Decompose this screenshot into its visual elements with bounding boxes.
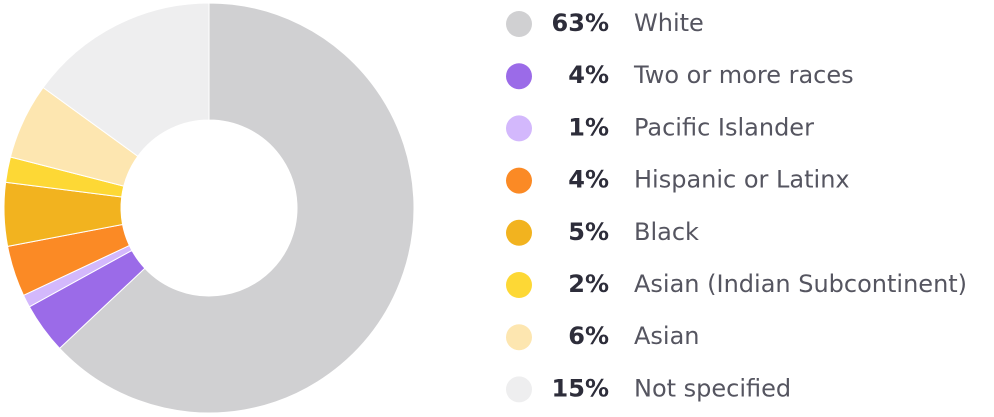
legend-label: Not specified (634, 374, 791, 402)
legend-label: Black (634, 218, 699, 246)
slice (58, 2, 415, 414)
legend-swatch (506, 272, 532, 298)
legend-swatch (506, 219, 532, 246)
legend-swatch (506, 376, 532, 403)
value-label: 63% (552, 9, 609, 37)
legend-swatch (506, 167, 532, 194)
legend-swatch (506, 63, 532, 90)
value-label: 6% (568, 322, 609, 350)
value-label: 2% (568, 270, 609, 298)
value-label: 15% (552, 374, 609, 402)
legend-label: Asian (634, 322, 700, 350)
value-label: 1% (568, 113, 609, 141)
legend-swatch (506, 324, 532, 351)
legend-label: White (634, 9, 704, 37)
slice (42, 2, 210, 157)
legend-label: Hispanic or Latinx (634, 166, 850, 194)
legend-label: Asian (Indian Subcontinent) (634, 270, 967, 298)
legend-swatch (506, 11, 532, 37)
value-label: 5% (568, 218, 609, 246)
value-label: 4% (568, 61, 609, 89)
value-label: 4% (568, 166, 609, 194)
legend-label: Two or more races (633, 61, 854, 89)
legend-label: Pacific Islander (634, 113, 814, 141)
legend-swatch (506, 115, 532, 142)
